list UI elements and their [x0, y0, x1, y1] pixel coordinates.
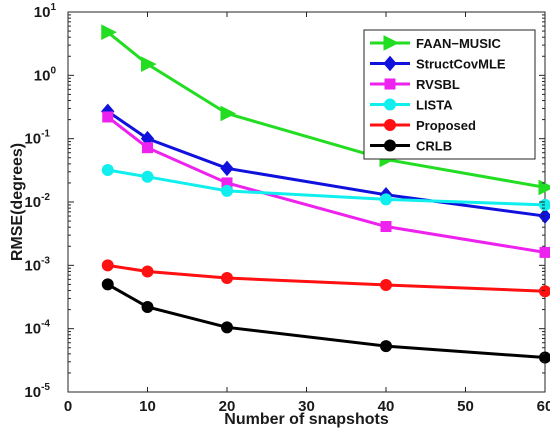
data-point-faan-music — [220, 105, 237, 122]
data-point-rvsbl — [142, 142, 153, 154]
legend-label: FAAN−MUSIC — [416, 36, 501, 51]
data-point-proposed — [141, 265, 154, 278]
y-tick-label: 10-5 — [24, 382, 50, 401]
legend-marker — [384, 98, 396, 111]
legend: FAAN−MUSIC StructCovMLE RVSBL LISTA Proposed… — [363, 29, 536, 160]
legend-label: Proposed — [416, 118, 476, 133]
data-point-lista — [221, 184, 233, 197]
legend-marker — [383, 55, 397, 72]
y-axis-ticks: 10-5 10-4 10-3 10-2 10-1 100 101 — [24, 2, 545, 401]
data-point-lista — [380, 193, 392, 206]
legend-item-faan-music: FAAN−MUSIC — [370, 35, 501, 51]
y-tick-label: 101 — [34, 2, 57, 21]
series-lista — [101, 164, 550, 211]
data-point-lista — [101, 164, 114, 177]
legend-marker — [384, 119, 396, 131]
x-tick-label: 40 — [378, 398, 395, 415]
data-point-crlb — [101, 278, 114, 291]
series-line-proposed — [107, 263, 546, 293]
plot-area: 0 10 20 30 40 50 60 10-5 10-4 10-3 10-2 10-1 100 101 — [24, 2, 550, 415]
data-point-faan-music — [141, 56, 157, 72]
x-tick-label: 10 — [139, 398, 156, 415]
legend-marker — [384, 78, 396, 90]
legend-marker — [383, 35, 400, 51]
data-point-lista — [141, 170, 154, 183]
y-axis-label: RMSE(degrees) — [9, 143, 26, 261]
legend-item-lista: LISTA — [370, 98, 453, 113]
legend-label: CRLB — [416, 139, 452, 154]
series-layer — [101, 24, 550, 364]
x-tick-label: 30 — [298, 398, 315, 415]
legend-box — [363, 29, 536, 160]
data-point-proposed — [101, 259, 114, 272]
data-point-crlb — [221, 321, 233, 334]
y-tick-label: 100 — [34, 65, 57, 84]
series-proposed — [101, 259, 550, 298]
y-tick-label: 10-3 — [24, 255, 50, 274]
x-tick-label: 20 — [219, 398, 236, 415]
legend-label: RVSBL — [416, 77, 460, 92]
x-axis-label: Number of snapshots — [224, 411, 389, 428]
x-axis-ticks: 0 10 20 30 40 50 60 — [64, 12, 550, 415]
data-point-rvsbl — [380, 221, 392, 233]
data-point-proposed — [221, 272, 233, 285]
legend-item-rvsbl: RVSBL — [370, 77, 460, 92]
data-point-crlb — [380, 340, 392, 353]
legend-label: LISTA — [416, 98, 453, 113]
legend-marker — [384, 139, 396, 152]
data-point-rvsbl — [539, 246, 550, 258]
legend-item-structcovmle: StructCovMLE — [370, 55, 506, 72]
data-point-crlb — [141, 300, 154, 313]
legend-item-proposed: Proposed — [370, 118, 476, 133]
series-crlb — [101, 278, 550, 364]
x-tick-label: 60 — [537, 398, 550, 415]
data-point-rvsbl — [102, 111, 114, 123]
x-tick-label: 0 — [64, 398, 72, 415]
legend-label: StructCovMLE — [416, 57, 506, 72]
data-point-faan-music — [101, 24, 117, 40]
x-tick-label: 50 — [457, 398, 474, 415]
y-tick-label: 10-1 — [24, 129, 50, 148]
data-point-structcovmle — [220, 160, 234, 177]
y-tick-label: 10-4 — [24, 319, 50, 338]
series-rvsbl — [102, 111, 550, 258]
series-line-crlb — [107, 283, 546, 360]
data-point-faan-music — [538, 179, 550, 196]
y-tick-label: 10-2 — [24, 192, 50, 211]
legend-item-crlb: CRLB — [370, 139, 452, 154]
data-point-proposed — [380, 278, 392, 291]
data-point-crlb — [539, 351, 550, 364]
data-point-proposed — [539, 285, 550, 298]
